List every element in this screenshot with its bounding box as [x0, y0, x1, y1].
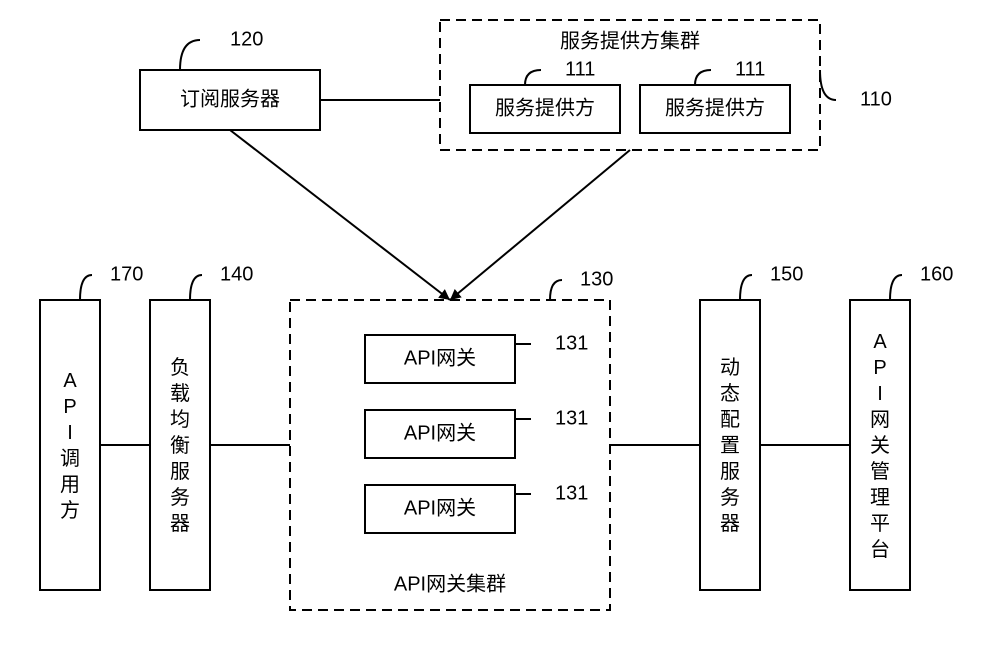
- ref-label-131: 131: [555, 332, 588, 354]
- dynamic-config-server-label: 动: [720, 356, 740, 379]
- api-gateway-label: API网关: [404, 496, 476, 519]
- dynamic-config-server-label: 服: [720, 461, 740, 483]
- api-gateway-mgmt-platform-label: 理: [870, 487, 890, 509]
- api-gateway-mgmt-platform-label: 台: [870, 538, 890, 561]
- ref-label-110: 110: [860, 88, 892, 110]
- api-caller-label: A: [63, 370, 77, 392]
- provider-cluster-title: 服务提供方集群: [560, 29, 700, 52]
- load-balancer-label: 服: [170, 461, 190, 483]
- service-provider-label: 服务提供方: [495, 96, 595, 119]
- load-balancer-label: 均: [170, 408, 190, 431]
- leader-line: [740, 275, 752, 300]
- ref-label-131: 131: [555, 482, 588, 504]
- leader-line: [550, 280, 562, 300]
- subscription-server-label: 订阅服务器: [180, 87, 280, 110]
- dynamic-config-server-label: 器: [720, 513, 740, 535]
- api-gateway-label: API网关: [404, 346, 476, 369]
- dynamic-config-server-label: 态: [720, 382, 740, 405]
- api-gateway-mgmt-platform-label: 平: [870, 513, 890, 535]
- api-caller-label: 方: [60, 499, 80, 522]
- api-gateway-mgmt-platform-label: 管: [870, 460, 890, 483]
- leader-line: [820, 70, 836, 100]
- load-balancer-label: 载: [170, 382, 190, 405]
- ref-label-130: 130: [580, 268, 613, 290]
- api-caller-label: I: [67, 422, 73, 444]
- dynamic-config-server-label: 务: [720, 486, 740, 509]
- api-caller-label: 调: [60, 447, 80, 470]
- api-gateway-cluster-title: API网关集群: [394, 572, 506, 595]
- ref-label-150: 150: [770, 263, 803, 285]
- ref-label-111: 111: [565, 58, 595, 80]
- api-gateway-mgmt-platform-label: P: [873, 357, 886, 379]
- service-provider-label: 服务提供方: [665, 96, 765, 119]
- api-gateway-mgmt-platform-label: 网: [870, 409, 890, 431]
- api-gateway-mgmt-platform-label: I: [877, 383, 883, 405]
- arrow-head-icon: [438, 289, 450, 300]
- ref-label-170: 170: [110, 263, 143, 285]
- leader-line: [190, 275, 202, 300]
- api-gateway-label: API网关: [404, 421, 476, 444]
- load-balancer-label: 负: [170, 356, 190, 379]
- ref-label-120: 120: [230, 28, 263, 50]
- ref-label-131: 131: [555, 407, 588, 429]
- ref-label-140: 140: [220, 263, 253, 285]
- ref-label-160: 160: [920, 263, 953, 285]
- leader-line: [890, 275, 902, 300]
- leader-line: [695, 70, 711, 85]
- api-gateway-mgmt-platform-label: A: [873, 331, 887, 353]
- leader-line: [180, 40, 200, 70]
- leader-line: [80, 275, 92, 300]
- load-balancer-label: 器: [170, 513, 190, 535]
- architecture-diagram: 订阅服务器服务提供方集群服务提供方服务提供方API调用方负载均衡服务器动态配置服…: [0, 0, 1000, 654]
- ref-label-111: 111: [735, 58, 765, 80]
- leader-line: [525, 70, 541, 85]
- load-balancer-label: 务: [170, 486, 190, 509]
- api-caller-box: [40, 300, 100, 590]
- api-gateway-mgmt-platform-label: 关: [870, 434, 890, 457]
- api-caller-label: 用: [60, 474, 80, 496]
- dynamic-config-server-label: 配: [720, 409, 740, 431]
- dynamic-config-server-label: 置: [720, 435, 740, 457]
- api-caller-label: P: [63, 396, 76, 418]
- load-balancer-label: 衡: [170, 434, 190, 457]
